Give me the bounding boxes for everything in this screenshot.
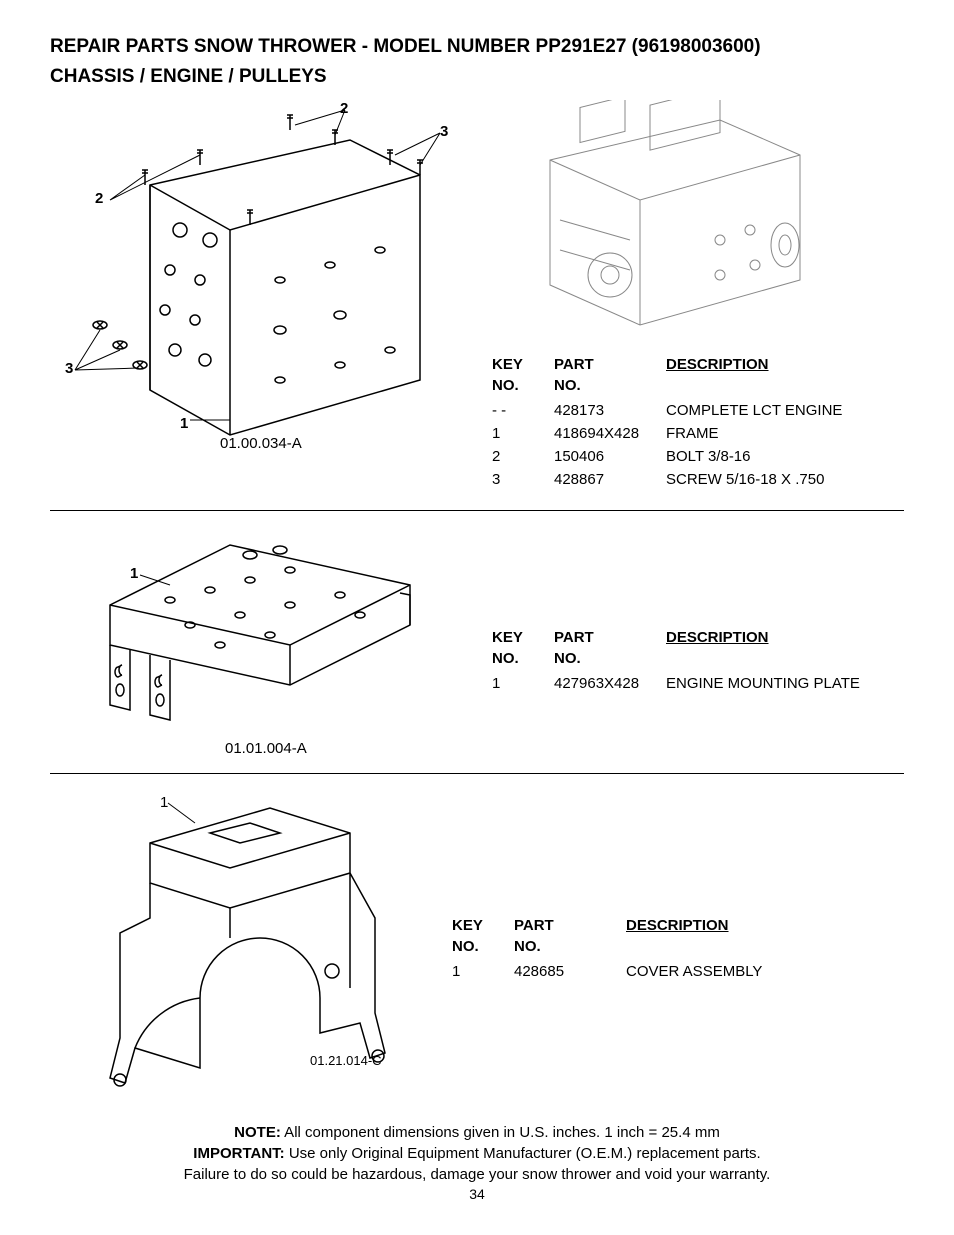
th-part: PARTNO. — [554, 354, 664, 398]
footer-notes: NOTE: All component dimensions given in … — [0, 1122, 954, 1205]
section1-right: KEYNO. PARTNO. DESCRIPTION - - 428173 CO… — [450, 100, 904, 492]
important-text: Use only Original Equipment Manufacturer… — [285, 1145, 761, 1162]
important-line: IMPORTANT: Use only Original Equipment M… — [0, 1143, 954, 1164]
th-key: KEYNO. — [492, 627, 552, 671]
th-desc: DESCRIPTION — [666, 627, 878, 671]
note-text: All component dimensions given in U.S. i… — [281, 1124, 720, 1141]
cell-key: 3 — [492, 469, 552, 490]
cell-part: 418694X428 — [554, 423, 664, 444]
cell-desc: FRAME — [666, 423, 860, 444]
th-key: KEYNO. — [492, 354, 552, 398]
section3-parts-table: KEYNO. PARTNO. DESCRIPTION 1 428685 COVE… — [450, 913, 782, 984]
page-title-line2: CHASSIS / ENGINE / PULLEYS — [50, 66, 904, 88]
chassis-diagram — [50, 100, 450, 450]
section-divider-2 — [50, 773, 904, 774]
cell-key: 2 — [492, 446, 552, 467]
th-desc: DESCRIPTION — [666, 354, 860, 398]
cell-key: 1 — [492, 423, 552, 444]
cell-desc: ENGINE MOUNTING PLATE — [666, 673, 878, 694]
cell-desc: SCREW 5/16-18 X .750 — [666, 469, 860, 490]
cell-desc: BOLT 3/8-16 — [666, 446, 860, 467]
callout-3a: 3 — [440, 123, 448, 140]
section1-parts-table: KEYNO. PARTNO. DESCRIPTION - - 428173 CO… — [490, 352, 862, 492]
cell-key: 1 — [452, 961, 512, 982]
cell-part: 428867 — [554, 469, 664, 490]
callout-cover-1: 1 — [160, 794, 168, 811]
section-chassis-engine: 2 2 3 3 1 — [50, 100, 904, 492]
section-mounting-plate: 1 — [50, 525, 904, 755]
cell-key: - - — [492, 400, 552, 421]
plate-diagram — [50, 525, 450, 755]
plate-diagram-col: 1 — [50, 525, 450, 755]
cell-part: 428685 — [514, 961, 624, 982]
callout-2b: 2 — [95, 190, 103, 207]
table-row: 3 428867 SCREW 5/16-18 X .750 — [492, 469, 860, 490]
note-label: NOTE: — [234, 1124, 281, 1141]
cover-diagram-label: 01.21.014-C — [310, 1053, 382, 1068]
section2-right: KEYNO. PARTNO. DESCRIPTION 1 427963X428 … — [450, 525, 904, 696]
section2-parts-table: KEYNO. PARTNO. DESCRIPTION 1 427963X428 … — [490, 625, 880, 696]
table-row: 1 428685 COVER ASSEMBLY — [452, 961, 780, 982]
important-label: IMPORTANT: — [193, 1145, 284, 1162]
table-row: 2 150406 BOLT 3/8-16 — [492, 446, 860, 467]
note-line: NOTE: All component dimensions given in … — [0, 1122, 954, 1143]
cell-key: 1 — [492, 673, 552, 694]
chassis-diagram-col: 2 2 3 3 1 — [50, 100, 450, 450]
cell-desc: COMPLETE LCT ENGINE — [666, 400, 860, 421]
chassis-diagram-label: 01.00.034-A — [220, 435, 302, 452]
page-number: 34 — [0, 1185, 954, 1205]
cell-desc: COVER ASSEMBLY — [626, 961, 780, 982]
section3-right: KEYNO. PARTNO. DESCRIPTION 1 428685 COVE… — [410, 788, 904, 984]
table-row: 1 418694X428 FRAME — [492, 423, 860, 444]
cover-diagram-col: 1 01.21.014-C — [50, 788, 410, 1108]
callout-3b: 3 — [65, 360, 73, 377]
callout-1: 1 — [180, 415, 188, 432]
table-row: - - 428173 COMPLETE LCT ENGINE — [492, 400, 860, 421]
th-key: KEYNO. — [452, 915, 512, 959]
callout-2a: 2 — [340, 100, 348, 117]
th-part: PARTNO. — [514, 915, 624, 959]
table-row: 1 427963X428 ENGINE MOUNTING PLATE — [492, 673, 878, 694]
cell-part: 427963X428 — [554, 673, 664, 694]
th-desc: DESCRIPTION — [626, 915, 780, 959]
cell-part: 150406 — [554, 446, 664, 467]
plate-diagram-label: 01.01.004-A — [225, 740, 307, 757]
engine-diagram — [490, 100, 830, 340]
page-title-line1: REPAIR PARTS SNOW THROWER - MODEL NUMBER… — [50, 36, 904, 58]
th-part: PARTNO. — [554, 627, 664, 671]
callout-plate-1: 1 — [130, 565, 138, 582]
section-cover: 1 01.21.014-C — [50, 788, 904, 1118]
section-divider-1 — [50, 510, 904, 511]
cell-part: 428173 — [554, 400, 664, 421]
warranty-line: Failure to do so could be hazardous, dam… — [0, 1164, 954, 1185]
